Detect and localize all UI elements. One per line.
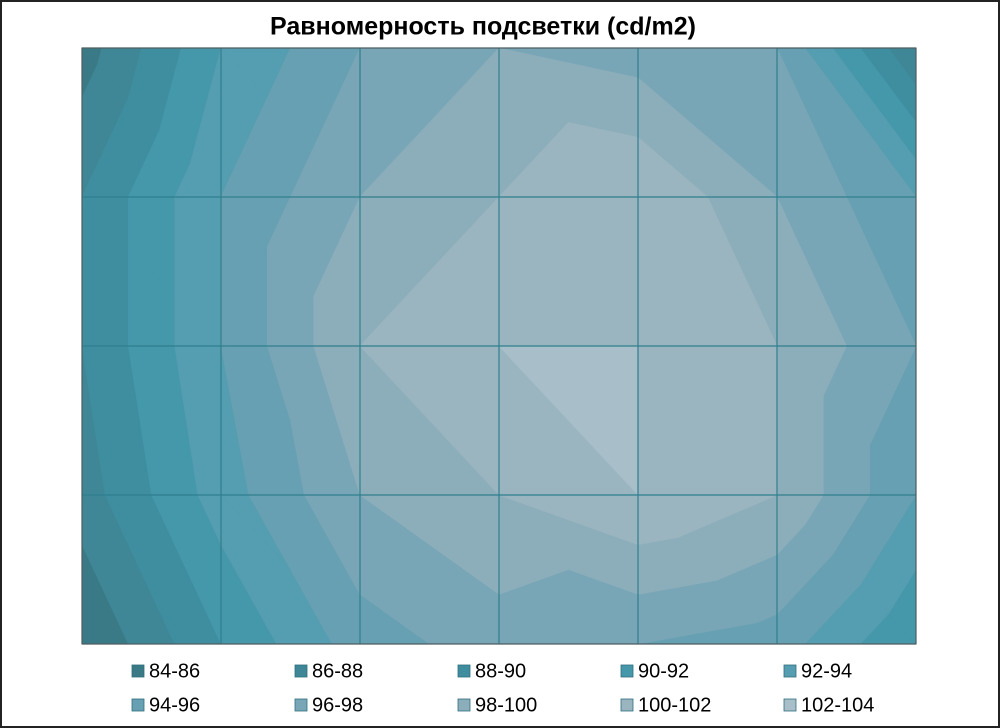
legend-swatch: [620, 664, 634, 678]
legend-label: 94-96: [149, 694, 200, 716]
legend-swatch: [131, 664, 145, 678]
legend-swatch: [620, 698, 634, 712]
legend-swatch: [131, 698, 145, 712]
chart-title: Равномерность подсветки (cd/m2): [270, 13, 696, 41]
legend-label: 90-92: [638, 660, 689, 682]
legend-swatch: [294, 664, 308, 678]
legend-swatch: [783, 698, 797, 712]
legend-label: 84-86: [149, 660, 200, 682]
legend: 84-86 86-88 88-90 90-92 92-94 94-96 96-98 98-10…: [131, 660, 874, 716]
plot-border: [81, 47, 917, 645]
legend-swatch: [294, 698, 308, 712]
legend-label: 86-88: [312, 660, 363, 682]
legend-label: 102-104: [801, 694, 874, 716]
plot-area: [81, 47, 917, 645]
legend-label: 98-100: [475, 694, 537, 716]
legend-label: 100-102: [638, 694, 711, 716]
legend-label: 88-90: [475, 660, 526, 682]
legend-swatch: [457, 698, 471, 712]
legend-label: 96-98: [312, 694, 363, 716]
legend-swatch: [783, 664, 797, 678]
legend-label: 92-94: [801, 660, 852, 682]
legend-swatch: [457, 664, 471, 678]
